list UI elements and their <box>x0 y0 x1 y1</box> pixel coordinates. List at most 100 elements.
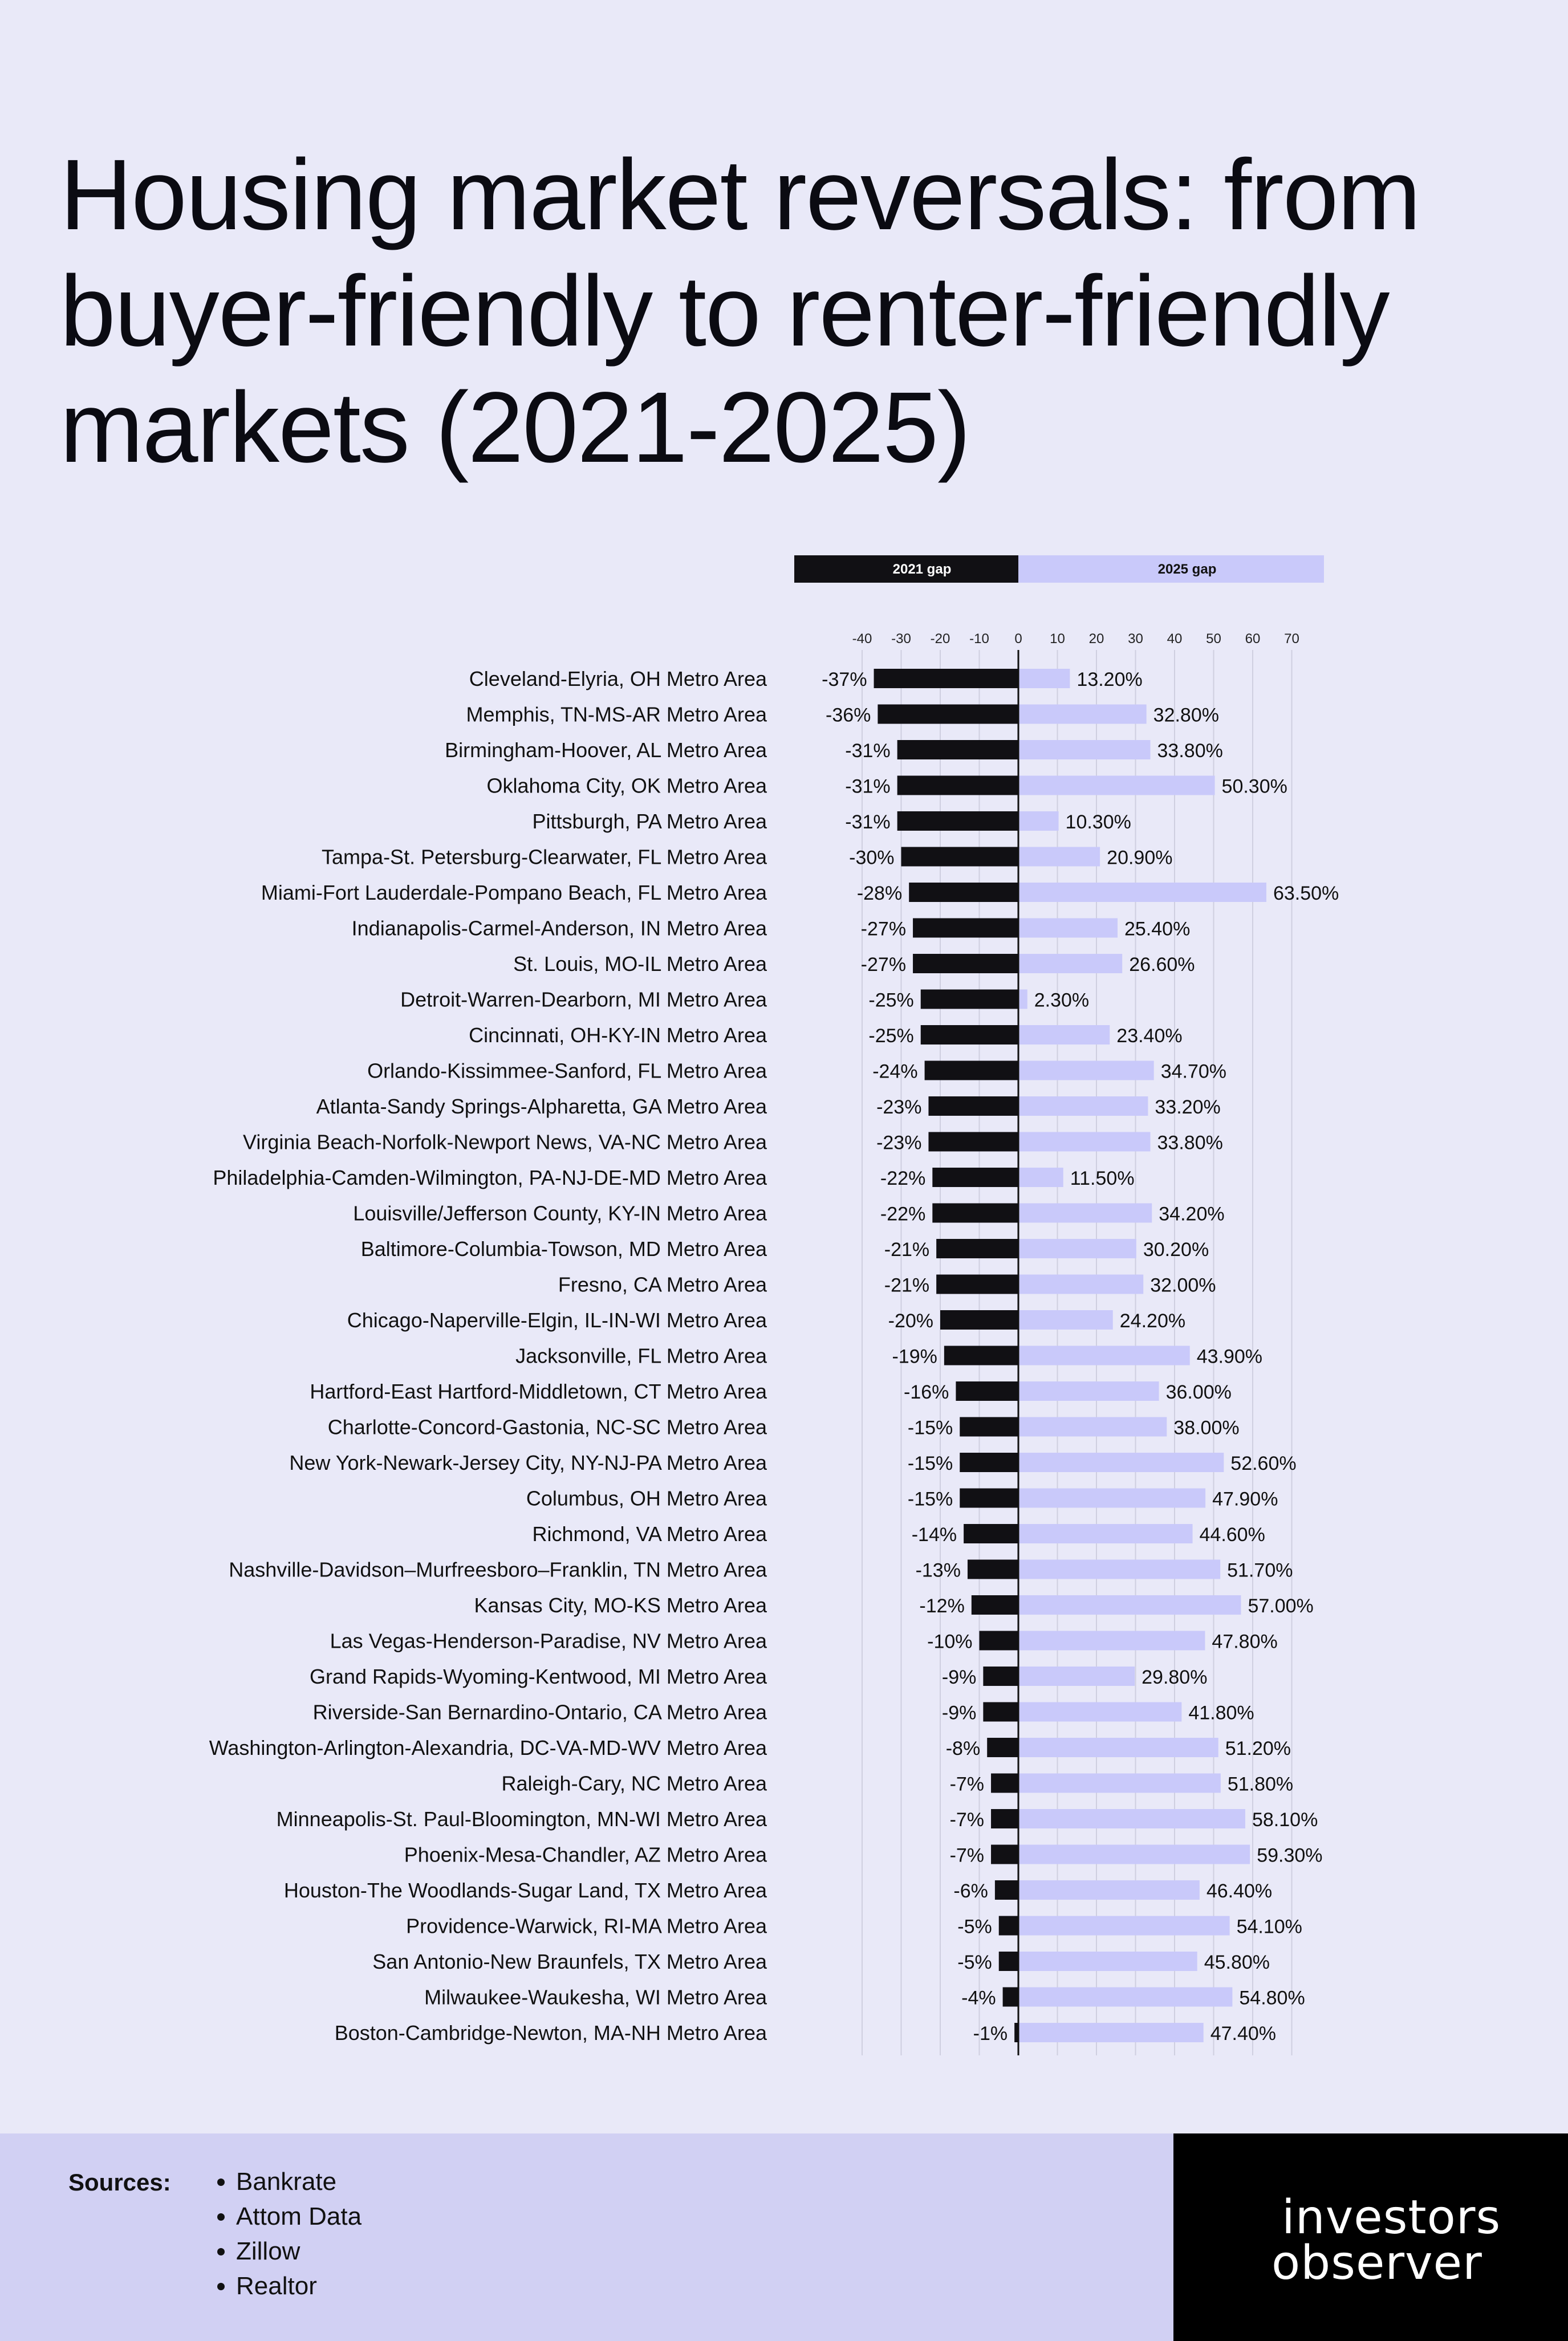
data-label-2025: 46.40% <box>1207 1880 1272 1902</box>
bar-2025-gap <box>1018 1060 1154 1080</box>
category-label: Detroit-Warren-Dearborn, MI Metro Area <box>400 988 767 1011</box>
category-label: Louisville/Jefferson County, KY-IN Metro… <box>353 1202 767 1225</box>
data-label-2025: 20.90% <box>1107 847 1172 869</box>
legend-label-2021: 2021 gap <box>893 562 952 577</box>
bar-2021-gap <box>940 1310 1018 1330</box>
data-label-2025: 33.20% <box>1155 1096 1220 1118</box>
data-label-2025: 32.80% <box>1153 705 1219 726</box>
bar-2025-gap <box>1018 883 1266 902</box>
bar-2021-gap <box>983 1702 1018 1722</box>
category-label: Memphis, TN-MS-AR Metro Area <box>466 703 767 726</box>
category-label: Orlando-Kissimmee-Sanford, FL Metro Area <box>367 1059 767 1083</box>
x-tick-label: 40 <box>1167 631 1183 647</box>
data-label-2021: -25% <box>868 1025 913 1047</box>
sources-label: Sources: <box>68 2169 171 2196</box>
data-label-2021: -9% <box>942 1702 976 1724</box>
x-tick-label: -10 <box>969 631 989 647</box>
x-tick-label: -30 <box>891 631 911 647</box>
bar-2021-gap <box>932 1168 1018 1187</box>
data-label-2021: -31% <box>845 811 890 833</box>
data-label-2025: 25.40% <box>1124 918 1190 940</box>
category-label: Chicago-Naperville-Elgin, IL-IN-WI Metro… <box>347 1308 767 1332</box>
data-label-2021: -7% <box>950 1809 984 1831</box>
brand-logo-line-2: observer <box>1272 2236 1482 2290</box>
bar-2021-gap <box>936 1239 1018 1258</box>
bar-2021-gap <box>901 847 1018 867</box>
category-label: Atlanta-Sandy Springs-Alpharetta, GA Met… <box>316 1095 767 1118</box>
bar-2025-gap <box>1018 954 1123 973</box>
bar-2025-gap <box>1018 1702 1182 1722</box>
bar-2025-gap <box>1018 1168 1063 1187</box>
category-label: Riverside-San Bernardino-Ontario, CA Met… <box>313 1701 767 1724</box>
bar-2021-gap <box>913 918 1018 938</box>
data-label-2021: -20% <box>888 1310 933 1332</box>
data-label-2025: 50.30% <box>1222 776 1287 798</box>
bar-2025-gap <box>1018 1631 1205 1651</box>
data-label-2021: -21% <box>884 1275 929 1297</box>
data-label-2025: 23.40% <box>1116 1025 1182 1047</box>
data-label-2025: 41.80% <box>1188 1702 1254 1724</box>
data-label-2021: -8% <box>946 1738 980 1759</box>
bar-2025-gap <box>1018 1916 1230 1936</box>
data-label-2021: -15% <box>908 1489 953 1510</box>
category-label: Washington-Arlington-Alexandria, DC-VA-M… <box>209 1736 767 1759</box>
bar-2021-gap <box>878 704 1018 724</box>
data-label-2021: -7% <box>950 1845 984 1867</box>
source-item: Zillow <box>236 2234 361 2269</box>
data-label-2025: 34.70% <box>1161 1061 1226 1083</box>
legend-swatch-2025 <box>1018 555 1324 583</box>
data-label-2021: -4% <box>961 1988 996 2009</box>
data-label-2021: -14% <box>912 1524 957 1546</box>
bar-2025-gap <box>1018 1274 1144 1294</box>
data-label-2025: 57.00% <box>1248 1595 1313 1617</box>
category-label: Las Vegas-Henderson-Paradise, NV Metro A… <box>330 1629 767 1653</box>
bar-2021-gap <box>1014 2023 1018 2042</box>
data-label-2021: -6% <box>953 1880 988 1902</box>
bar-2025-gap <box>1018 740 1151 759</box>
data-label-2025: 45.80% <box>1204 1952 1270 1973</box>
bar-2025-gap <box>1018 1239 1136 1258</box>
data-label-2025: 30.20% <box>1143 1239 1209 1261</box>
bar-2025-gap <box>1018 989 1027 1009</box>
bar-2025-gap <box>1018 1025 1110 1044</box>
bar-2021-gap <box>897 811 1018 831</box>
bar-2021-gap <box>983 1667 1018 1686</box>
data-label-2021: -24% <box>872 1061 917 1083</box>
bar-2025-gap <box>1018 1346 1190 1365</box>
bar-2021-gap <box>991 1773 1018 1793</box>
data-label-2021: -19% <box>892 1346 937 1368</box>
category-label: Virginia Beach-Norfolk-Newport News, VA-… <box>243 1131 767 1154</box>
chart-title: Housing market reversals: from buyer-fri… <box>60 139 1421 483</box>
category-label: Cincinnati, OH-KY-IN Metro Area <box>469 1023 767 1047</box>
category-label: Pittsburgh, PA Metro Area <box>532 810 767 833</box>
category-label: St. Louis, MO-IL Metro Area <box>513 952 767 976</box>
bar-2021-gap <box>987 1738 1018 1757</box>
data-label-2021: -21% <box>884 1239 929 1261</box>
bar-2021-gap <box>928 1132 1018 1152</box>
bar-2021-gap <box>920 989 1018 1009</box>
x-tick-label: 10 <box>1050 631 1065 647</box>
bar-2025-gap <box>1018 1773 1221 1793</box>
bar-2021-gap <box>1002 1987 1018 2007</box>
bar-2025-gap <box>1018 1738 1218 1757</box>
category-label: Richmond, VA Metro Area <box>532 1522 767 1546</box>
data-label-2025: 44.60% <box>1200 1524 1265 1546</box>
category-label: Phoenix-Mesa-Chandler, AZ Metro Area <box>404 1843 767 1867</box>
bar-2025-gap <box>1018 1809 1245 1828</box>
data-label-2025: 33.80% <box>1157 1132 1223 1154</box>
data-label-2021: -12% <box>919 1595 964 1617</box>
data-label-2021: -27% <box>861 918 906 940</box>
data-label-2021: -37% <box>822 669 867 690</box>
data-label-2025: 11.50% <box>1070 1168 1135 1189</box>
sources-list: Bankrate Attom Data Zillow Realtor <box>217 2164 361 2303</box>
data-label-2025: 10.30% <box>1066 811 1131 833</box>
bar-2021-gap <box>994 1880 1018 1900</box>
data-label-2021: -27% <box>861 954 906 976</box>
data-label-2021: -22% <box>880 1204 925 1225</box>
category-label: Houston-The Woodlands-Sugar Land, TX Met… <box>284 1879 767 1902</box>
bar-2021-gap <box>913 954 1018 973</box>
bar-2025-gap <box>1018 2023 1204 2042</box>
category-label: Hartford-East Hartford-Middletown, CT Me… <box>310 1380 767 1403</box>
bar-2021-gap <box>960 1453 1018 1472</box>
bar-2021-gap <box>928 1096 1018 1116</box>
